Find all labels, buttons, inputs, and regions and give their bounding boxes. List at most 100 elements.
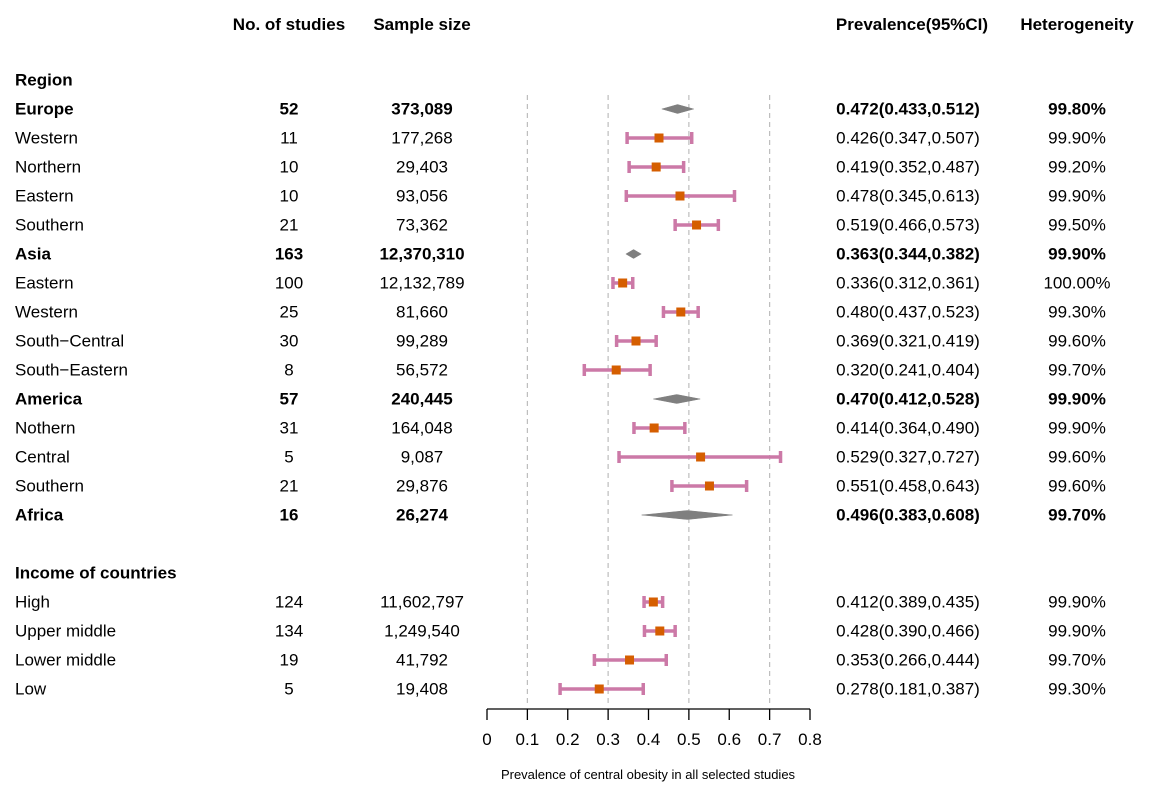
studies-count: 5 xyxy=(284,680,293,699)
study-row: Western 11 177,268 0.426(0.347,0.507) 99.90% xyxy=(15,129,1106,148)
prevalence-ci: 0.470(0.412,0.528) xyxy=(836,390,980,409)
prevalence-ci: 0.353(0.266,0.444) xyxy=(836,651,980,670)
study-row: Eastern 100 12,132,789 0.336(0.312,0.361) 10… xyxy=(15,274,1111,293)
point-estimate xyxy=(631,336,641,346)
point-estimate xyxy=(676,307,686,317)
header-heterogeneity: Heterogeneity xyxy=(1020,15,1134,34)
header-sample-size: Sample size xyxy=(373,15,470,34)
studies-count: 100 xyxy=(275,274,303,293)
heterogeneity-value: 99.90% xyxy=(1048,129,1106,148)
heterogeneity-value: 99.60% xyxy=(1048,477,1106,496)
heterogeneity-value: 99.90% xyxy=(1048,419,1106,438)
x-tick-label: 0.2 xyxy=(556,730,580,749)
point-estimate xyxy=(618,278,628,288)
point-estimate xyxy=(696,452,706,462)
x-tick-label: 0.8 xyxy=(798,730,822,749)
sample-size: 1,249,540 xyxy=(384,622,460,641)
study-row: Low 5 19,408 0.278(0.181,0.387) 99.30% xyxy=(15,680,1106,699)
prevalence-ci: 0.369(0.321,0.419) xyxy=(836,332,980,351)
prevalence-ci: 0.496(0.383,0.608) xyxy=(836,506,980,525)
point-estimate xyxy=(692,220,702,230)
studies-count: 163 xyxy=(275,245,303,264)
studies-count: 5 xyxy=(284,448,293,467)
row-label: Asia xyxy=(15,245,51,264)
row-label: South−Central xyxy=(15,332,124,351)
row-label: South−Eastern xyxy=(15,361,128,380)
x-tick-label: 0.5 xyxy=(677,730,701,749)
point-estimate xyxy=(675,191,685,201)
heterogeneity-value: 99.90% xyxy=(1048,245,1106,264)
summary-row: Europe 52 373,089 0.472(0.433,0.512) 99.80% xyxy=(15,100,1106,119)
row-label: Nothern xyxy=(15,419,75,438)
study-row: South−Central 30 99,289 0.369(0.321,0.419) 9… xyxy=(15,332,1106,351)
summary-diamond xyxy=(653,394,701,404)
study-row: Southern 21 73,362 0.519(0.466,0.573) 99.50% xyxy=(15,216,1106,235)
summary-row: Africa 16 26,274 0.496(0.383,0.608) 99.70% xyxy=(15,506,1106,525)
studies-count: 21 xyxy=(280,477,299,496)
studies-count: 25 xyxy=(280,303,299,322)
row-label: Lower middle xyxy=(15,651,116,670)
reference-lines xyxy=(526,95,771,704)
sample-size: 373,089 xyxy=(391,100,452,119)
prevalence-ci: 0.551(0.458,0.643) xyxy=(836,477,980,496)
heterogeneity-value: 99.70% xyxy=(1048,506,1106,525)
point-estimate xyxy=(655,626,665,636)
header-prevalence: Prevalence(95%CI) xyxy=(836,15,988,34)
row-label: Central xyxy=(15,448,70,467)
section-title: Region xyxy=(15,71,73,90)
heterogeneity-value: 99.90% xyxy=(1048,593,1106,612)
study-row: Nothern 31 164,048 0.414(0.364,0.490) 99.90% xyxy=(15,419,1106,438)
row-label: America xyxy=(15,390,83,409)
sample-size: 164,048 xyxy=(391,419,452,438)
row-label: Eastern xyxy=(15,274,74,293)
sample-size: 12,132,789 xyxy=(379,274,464,293)
heterogeneity-value: 99.60% xyxy=(1048,332,1106,351)
prevalence-ci: 0.519(0.466,0.573) xyxy=(836,216,980,235)
studies-count: 124 xyxy=(275,593,303,612)
x-axis-label: Prevalence of central obesity in all sel… xyxy=(501,767,796,782)
row-label: Upper middle xyxy=(15,622,116,641)
row-label: Europe xyxy=(15,100,74,119)
row-label: Western xyxy=(15,129,78,148)
sample-size: 9,087 xyxy=(401,448,444,467)
prevalence-ci: 0.428(0.390,0.466) xyxy=(836,622,980,641)
prevalence-ci: 0.363(0.344,0.382) xyxy=(836,245,980,264)
studies-count: 10 xyxy=(280,187,299,206)
x-tick-label: 0.1 xyxy=(516,730,540,749)
heterogeneity-value: 99.80% xyxy=(1048,100,1106,119)
prevalence-ci: 0.419(0.352,0.487) xyxy=(836,158,980,177)
x-tick-label: 0 xyxy=(482,730,491,749)
prevalence-ci: 0.426(0.347,0.507) xyxy=(836,129,980,148)
prevalence-ci: 0.336(0.312,0.361) xyxy=(836,274,980,293)
column-headers: No. of studies Sample size Prevalence(95… xyxy=(233,15,1134,34)
sample-size: 29,403 xyxy=(396,158,448,177)
study-row: Eastern 10 93,056 0.478(0.345,0.613) 99.90% xyxy=(15,187,1106,206)
sample-size: 177,268 xyxy=(391,129,452,148)
sample-size: 56,572 xyxy=(396,361,448,380)
heterogeneity-value: 99.90% xyxy=(1048,390,1106,409)
heterogeneity-value: 100.00% xyxy=(1043,274,1110,293)
studies-count: 10 xyxy=(280,158,299,177)
row-label: Eastern xyxy=(15,187,74,206)
studies-count: 52 xyxy=(280,100,299,119)
row-label: Southern xyxy=(15,216,84,235)
prevalence-ci: 0.278(0.181,0.387) xyxy=(836,680,980,699)
heterogeneity-value: 99.20% xyxy=(1048,158,1106,177)
studies-count: 30 xyxy=(280,332,299,351)
studies-count: 21 xyxy=(280,216,299,235)
heterogeneity-value: 99.70% xyxy=(1048,361,1106,380)
study-row: Lower middle 19 41,792 0.353(0.266,0.444) 99… xyxy=(15,651,1106,670)
study-row: Central 5 9,087 0.529(0.327,0.727) 99.60% xyxy=(15,448,1106,467)
point-estimate xyxy=(651,162,661,172)
heterogeneity-value: 99.50% xyxy=(1048,216,1106,235)
point-estimate xyxy=(648,597,658,607)
sample-size: 240,445 xyxy=(391,390,452,409)
study-row: High 124 11,602,797 0.412(0.389,0.435) 99.90… xyxy=(15,593,1106,612)
studies-count: 16 xyxy=(280,506,299,525)
x-tick-label: 0.6 xyxy=(717,730,741,749)
study-row: Western 25 81,660 0.480(0.437,0.523) 99.30% xyxy=(15,303,1106,322)
sample-size: 11,602,797 xyxy=(380,593,464,612)
study-row: Northern 10 29,403 0.419(0.352,0.487) 99.20% xyxy=(15,158,1106,177)
sample-size: 26,274 xyxy=(396,506,449,525)
